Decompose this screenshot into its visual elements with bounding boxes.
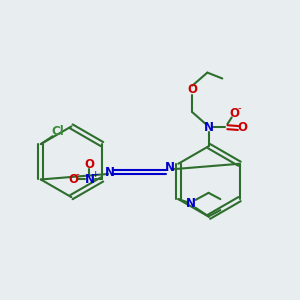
Text: -: - <box>238 103 242 113</box>
Text: O: O <box>188 83 197 96</box>
Text: -: - <box>75 169 79 179</box>
Text: N: N <box>186 197 196 210</box>
Text: N: N <box>204 121 214 134</box>
Text: O: O <box>85 158 94 171</box>
Text: O: O <box>237 122 247 134</box>
Text: +: + <box>91 170 98 179</box>
Text: O: O <box>68 173 78 186</box>
Text: N: N <box>85 173 94 186</box>
Text: N: N <box>165 161 175 174</box>
Text: N: N <box>105 166 116 179</box>
Text: Cl: Cl <box>51 124 64 138</box>
Text: O: O <box>229 107 239 120</box>
